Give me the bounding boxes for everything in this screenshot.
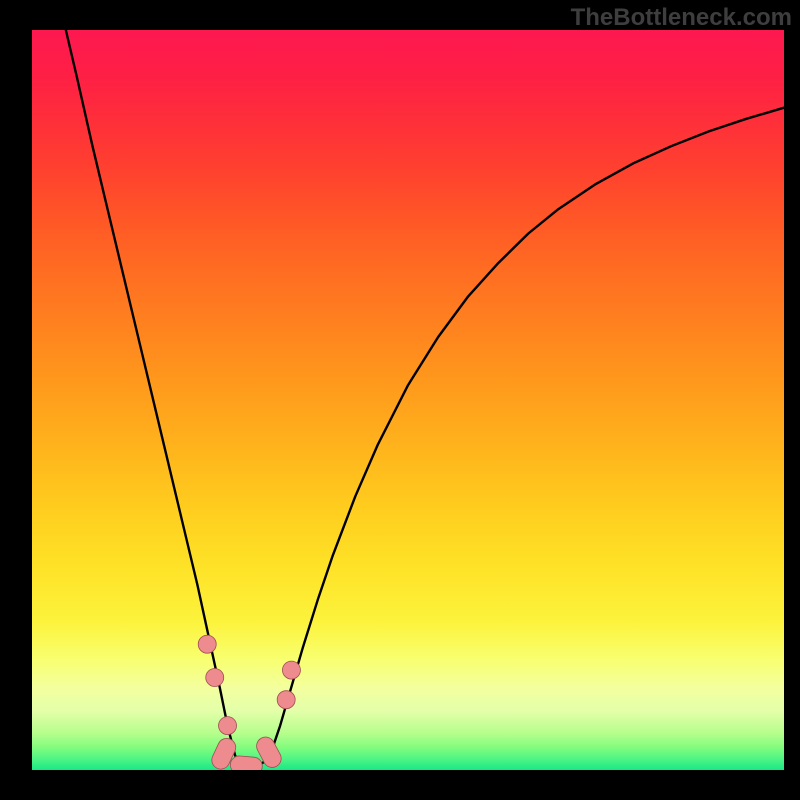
watermark-text: TheBottleneck.com xyxy=(571,4,792,32)
marker-dot xyxy=(206,669,224,687)
marker-dot xyxy=(277,691,295,709)
marker-dot xyxy=(219,717,237,735)
marker-dot xyxy=(282,661,300,679)
chart-area xyxy=(32,30,784,770)
chart-svg xyxy=(32,30,784,770)
gradient-background xyxy=(32,30,784,770)
marker-dot xyxy=(198,635,216,653)
